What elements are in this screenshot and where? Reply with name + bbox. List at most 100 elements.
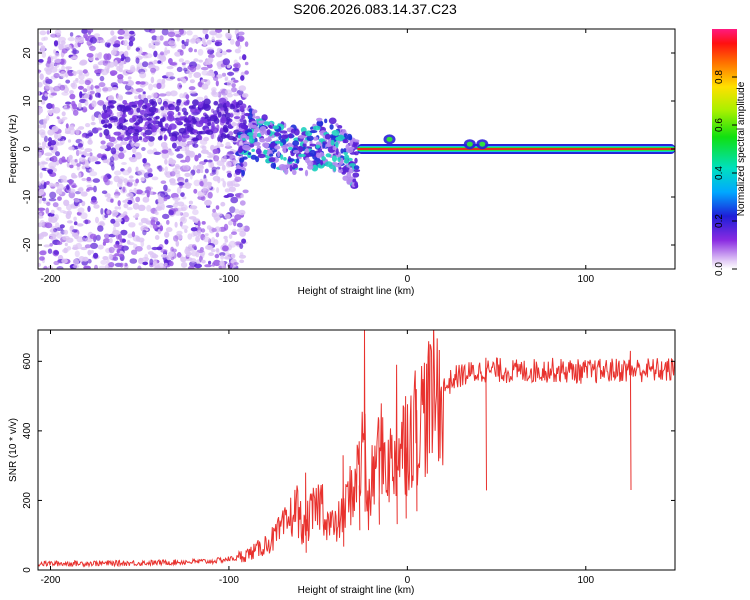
spectrogram-noise-blob (66, 210, 73, 216)
spectrogram-noise-blob (53, 250, 59, 255)
snr-x-tick-label: 0 (405, 575, 411, 586)
spectrogram-noise-blob (82, 69, 88, 74)
spectrogram-noise-blob (73, 216, 77, 221)
spectrogram-noise-blob (203, 159, 208, 163)
spectrogram-noise-blob (208, 252, 215, 257)
spectrogram-noise-blob (113, 243, 120, 248)
spectrogram-y-tick-label: -20 (22, 237, 33, 252)
spectrogram-noise-blob (95, 234, 101, 241)
spectrogram-noise-blob (75, 128, 80, 136)
spectrogram-band-blob (113, 131, 122, 136)
spectrogram-band-blob (164, 123, 169, 128)
spectrogram-noise-blob (77, 36, 85, 44)
spectrogram-noise-blob (176, 146, 183, 150)
spectrogram-noise-blob (241, 238, 247, 244)
spectrogram-noise-blob (68, 179, 73, 185)
spectrogram-noise-blob (110, 147, 117, 155)
spectrogram-noise-blob (179, 221, 183, 227)
spectrogram-band-blob (160, 128, 168, 132)
spectrogram-noise-blob (114, 253, 120, 257)
spectrogram-band-blob (142, 104, 148, 110)
spectrogram-noise-blob (94, 85, 100, 89)
spectrogram-noise-blob (138, 94, 142, 100)
spectrogram-y-axis-label: Frequency (Hz) (8, 115, 19, 184)
spectrogram-noise-blob (82, 108, 88, 113)
spectrogram-transition-blob (322, 142, 326, 149)
spectrogram-noise-blob (54, 52, 60, 57)
spectrogram-noise-blob (114, 194, 120, 199)
spectrogram-noise-blob (151, 39, 155, 45)
spectrogram-band-blob (177, 135, 182, 142)
spectrogram-noise-blob (167, 31, 176, 38)
spectrogram-noise-blob (63, 104, 68, 109)
spectrogram-noise-blob (39, 30, 47, 36)
spectrogram-noise-blob (181, 40, 185, 44)
spectrogram-noise-blob (38, 42, 44, 46)
spectrogram-x-tick-label: 100 (577, 274, 594, 285)
spectrogram-noise-blob (75, 149, 80, 157)
spectrogram-noise-blob (129, 157, 138, 163)
spectrogram-transition-blob (309, 143, 317, 147)
spectrogram-noise-blob (227, 262, 234, 268)
spectrogram-noise-blob (208, 260, 212, 265)
spectrogram-transition-blob (289, 165, 293, 172)
spectrogram-noise-blob (107, 95, 115, 102)
spectrogram-noise-blob (89, 233, 97, 240)
spectrogram-noise-blob (169, 171, 176, 177)
spectrogram-noise-blob (81, 200, 86, 207)
spectrogram-noise-blob (207, 49, 211, 55)
spectrogram-noise-blob (73, 232, 79, 240)
spectrogram-noise-blob (47, 169, 53, 174)
spectrogram-noise-blob (207, 70, 214, 76)
spectrogram-transition-blob (332, 146, 337, 151)
spectrogram-noise-blob (241, 93, 249, 98)
spectrogram-transition-blob (335, 137, 341, 141)
spectrogram-transition-blob (263, 121, 271, 126)
spectrogram-noise-blob (174, 221, 178, 228)
spectrogram-transition-blob (282, 148, 287, 154)
spectrogram-noise-blob (148, 83, 153, 91)
spectrogram-noise-blob (177, 181, 185, 186)
spectrogram-transition-blob (297, 135, 306, 139)
spectrogram-transition-blob (268, 125, 273, 129)
spectrogram-y-tick-label: 0 (22, 146, 33, 152)
spectrogram-noise-blob (138, 222, 143, 226)
spectrogram-transition-blob (244, 112, 251, 117)
spectrogram-transition-blob (303, 139, 308, 144)
spectrogram-transition-blob (234, 168, 241, 175)
spectrogram-noise-blob (86, 165, 90, 169)
spectrogram-noise-blob (45, 157, 51, 162)
spectrogram-noise-blob (97, 225, 104, 232)
spectrogram-noise-blob (109, 180, 113, 185)
spectrogram-noise-blob (236, 222, 243, 228)
spectrogram-noise-blob (103, 53, 109, 61)
spectrogram-noise-blob (176, 252, 182, 258)
spectrogram-noise-blob (91, 114, 96, 122)
spectrogram-noise-blob (224, 188, 231, 193)
spectrogram-band-blob (213, 100, 219, 106)
spectrogram-noise-blob (122, 35, 131, 40)
spectrogram-noise-blob (193, 58, 199, 62)
spectrogram-noise-blob (79, 98, 87, 104)
spectrogram-noise-blob (135, 178, 140, 184)
spectrogram-y-tick-label: -10 (22, 189, 33, 204)
spectrogram-noise-blob (72, 258, 80, 266)
spectrogram-noise-blob (164, 158, 168, 165)
spectrogram-noise-blob (178, 29, 184, 35)
spectrogram-noise-blob (41, 141, 47, 148)
spectrogram-noise-blob (67, 69, 71, 75)
spectrogram-band-blob (168, 112, 173, 120)
spectrogram-transition-blob (342, 139, 347, 144)
spectrogram-noise-blob (124, 56, 131, 63)
spectrogram-noise-blob (168, 58, 173, 65)
spectrogram-band-blob (186, 125, 191, 129)
colorbar-tick-label: 0.8 (714, 70, 725, 84)
spectrogram-noise-blob (174, 200, 179, 205)
spectrogram-line-bump-core (466, 141, 473, 147)
spectrogram-noise-blob (102, 119, 110, 124)
spectrogram-noise-blob (87, 139, 93, 145)
spectrogram-x-tick-label: -200 (40, 274, 60, 285)
spectrogram-noise-blob (135, 166, 139, 172)
spectrogram-noise-blob (46, 30, 50, 35)
